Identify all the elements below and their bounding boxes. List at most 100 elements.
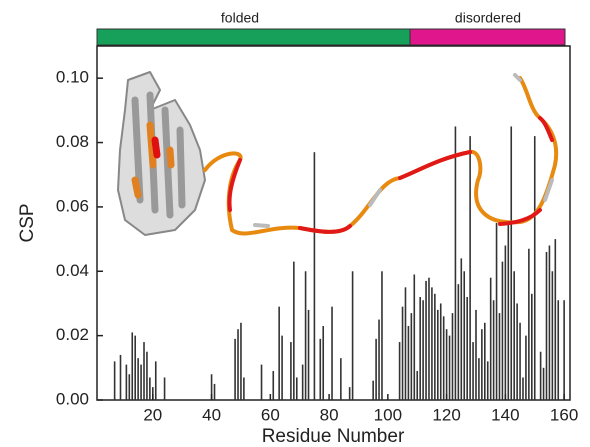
bar (448, 335, 451, 400)
disordered-label: disordered (455, 10, 521, 26)
bar (237, 329, 239, 400)
bar (372, 380, 374, 400)
bar (472, 342, 474, 400)
bar (243, 377, 245, 400)
bar (519, 322, 521, 400)
bar (113, 361, 116, 400)
folded-region (96, 28, 411, 46)
bar (492, 300, 495, 400)
bar (445, 329, 448, 400)
bar (281, 335, 283, 400)
bar (542, 367, 545, 400)
bar (484, 322, 486, 400)
bar (525, 335, 527, 400)
bar (134, 335, 136, 400)
tail-gray (253, 73, 554, 228)
bar (425, 280, 427, 400)
bar (495, 223, 498, 400)
bar (501, 261, 504, 400)
bar (554, 239, 557, 400)
x-tick-label: 100 (374, 405, 402, 424)
bar (486, 361, 489, 400)
bar (210, 374, 213, 400)
bar (507, 223, 510, 400)
bar (457, 284, 460, 400)
bar (463, 271, 466, 400)
bar (516, 303, 518, 400)
x-tick-label: 140 (491, 405, 519, 424)
bar (401, 306, 404, 400)
bar (125, 364, 128, 400)
bar (481, 329, 483, 400)
bar (140, 364, 142, 400)
bar (478, 358, 480, 400)
tail-red (227, 116, 554, 234)
bar (304, 271, 307, 400)
bar (557, 300, 560, 400)
bar (528, 248, 530, 400)
bar (301, 364, 304, 400)
y-axis-title: CSP (17, 203, 38, 242)
bar (498, 313, 501, 400)
bar (131, 332, 134, 400)
bar (428, 277, 430, 400)
bar (143, 342, 145, 400)
bar (434, 293, 436, 400)
bar (548, 245, 551, 400)
y-tick-label: 0.10 (56, 68, 89, 87)
bar (454, 126, 457, 401)
bar (563, 300, 565, 400)
protein-structure (117, 71, 559, 236)
y-tick-label: 0.08 (56, 132, 89, 151)
bar (413, 274, 416, 400)
plot-frame (96, 45, 571, 401)
bar (128, 374, 131, 400)
bar (531, 293, 533, 400)
x-tick-label: 80 (320, 405, 339, 424)
folded-label: folded (221, 10, 259, 26)
x-axis-title: Residue Number (262, 426, 405, 447)
bar (436, 309, 439, 400)
bar (522, 377, 524, 400)
bar (322, 325, 325, 400)
bar (451, 313, 454, 400)
bar (163, 377, 166, 400)
bar (152, 387, 154, 400)
bar (381, 271, 383, 400)
y-tick-label: 0.04 (56, 261, 89, 280)
bar (545, 251, 548, 400)
bar (260, 364, 263, 400)
bar (510, 126, 513, 401)
y-tick-label: 0.06 (56, 196, 89, 215)
bar (293, 261, 295, 400)
y-tick-label: 0.00 (56, 389, 89, 408)
strand-highlight-red (151, 136, 161, 159)
bar (146, 351, 148, 400)
disordered-tail (203, 76, 559, 236)
strand-highlight (131, 121, 175, 199)
bar (307, 309, 310, 400)
bar (375, 338, 377, 400)
bar (466, 297, 468, 400)
folded-domain (117, 71, 206, 236)
bar (319, 338, 322, 400)
bar (404, 287, 407, 400)
y-tick-label: 0.02 (56, 325, 89, 344)
bar (489, 277, 492, 400)
x-tick-label: 40 (202, 405, 221, 424)
bar (290, 342, 292, 400)
bar (475, 309, 477, 400)
bar (416, 371, 419, 400)
bar (213, 383, 216, 400)
bar (407, 325, 410, 400)
disordered-region (409, 28, 566, 46)
bar (234, 338, 236, 400)
bar (313, 152, 316, 400)
bar (119, 354, 122, 400)
x-tick-label: 20 (143, 405, 162, 424)
bar (410, 313, 413, 400)
bar (295, 377, 298, 400)
bar (431, 287, 433, 400)
